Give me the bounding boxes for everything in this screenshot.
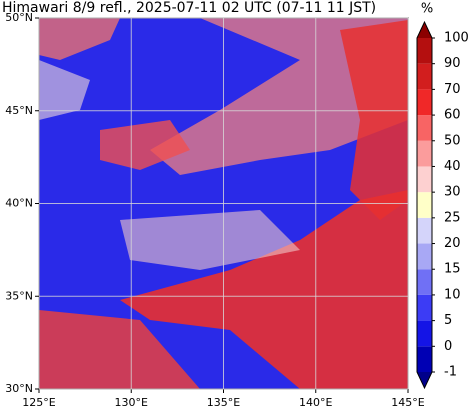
- y-tick-label: 30°N: [5, 382, 33, 395]
- colorbar-segment: [417, 115, 432, 141]
- colorbar-segment: [417, 243, 432, 270]
- colorbar-label: 50: [444, 133, 461, 148]
- colorbar-label: 30: [444, 185, 461, 200]
- colorbar-segment: [417, 320, 432, 347]
- y-tick-label: 40°N: [5, 197, 33, 210]
- cloud: [39, 60, 90, 120]
- colorbar-label: 0: [444, 339, 452, 354]
- cloud: [39, 310, 200, 389]
- colorbar-segment: [417, 166, 432, 193]
- colorbar-segment: [417, 140, 432, 167]
- colorbar-label: 5: [444, 313, 452, 328]
- colorbar-segment: [417, 346, 432, 372]
- cloud: [120, 210, 300, 270]
- colorbar-label: 10: [444, 287, 461, 302]
- x-tick-label: 125°E: [22, 396, 55, 409]
- colorbar-label: 20: [444, 236, 461, 251]
- colorbar-label: 90: [444, 56, 461, 71]
- colorbar-label: 40: [444, 159, 461, 174]
- colorbar-extension: [417, 372, 432, 388]
- y-tick-label: 45°N: [5, 104, 33, 117]
- colorbar-segment: [417, 38, 432, 64]
- y-tick-label: 50°N: [5, 11, 33, 24]
- colorbar-segment: [417, 217, 432, 244]
- colorbar-segment: [417, 269, 432, 295]
- x-tick-label: 140°E: [299, 396, 332, 409]
- colorbar-segment: [417, 294, 432, 321]
- x-tick-label: 135°E: [207, 396, 240, 409]
- x-tick-label: 130°E: [115, 396, 148, 409]
- colorbar-label: 70: [444, 82, 461, 97]
- colorbar-label: 25: [444, 210, 461, 225]
- colorbar-label: -1: [444, 365, 457, 380]
- colorbar-label: 100: [444, 31, 469, 46]
- x-tick-label: 145°E: [391, 396, 424, 409]
- cloud: [150, 18, 408, 175]
- cloud: [340, 20, 408, 220]
- colorbar-segment: [417, 89, 432, 116]
- colorbar-unit: %: [421, 2, 433, 17]
- cloud: [39, 18, 120, 60]
- colorbar-extension: [417, 22, 432, 38]
- colorbar-segment: [417, 63, 432, 90]
- colorbar-segment: [417, 192, 432, 218]
- title: Himawari 8/9 refl., 2025-07-11 02 UTC (0…: [2, 0, 376, 16]
- colorbar-label: 60: [444, 108, 461, 123]
- colorbar-label: 15: [444, 262, 461, 277]
- y-tick-label: 35°N: [5, 289, 33, 302]
- cloud: [120, 190, 408, 389]
- cloud: [100, 120, 190, 170]
